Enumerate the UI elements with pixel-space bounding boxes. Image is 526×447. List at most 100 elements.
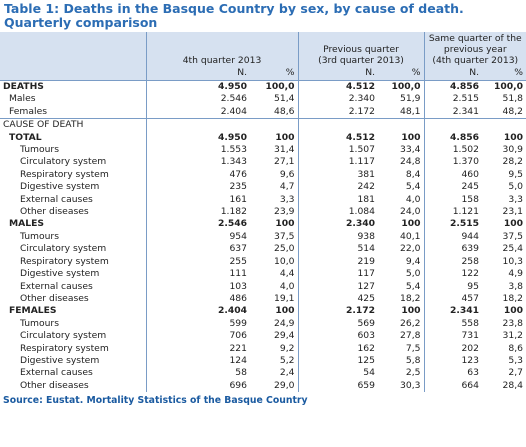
cell: 58 [145, 367, 250, 380]
cell: 100 [401, 305, 421, 317]
cell: 2.404 [145, 105, 250, 119]
row-label: Other diseases [20, 292, 89, 304]
deaths-row: DEATHS 4.950 100,0 4.512 100,0 4.856 100… [0, 80, 526, 94]
cause-row: Circulatory system 706 29,4 603 27,8 731 31,2 [0, 330, 526, 343]
cell: 5,4 [405, 181, 421, 193]
cause-row: External causes 103 4,0 127 5,4 95 3,8 [0, 280, 526, 293]
cell: 100,0 [265, 81, 295, 92]
cell: 125 [297, 354, 378, 368]
cell: 1.502 [423, 144, 482, 157]
cell: 2.515 [423, 93, 482, 106]
cell: 2.546 [145, 218, 250, 231]
cell: 100 [275, 218, 295, 230]
row-label: Circulatory system [20, 243, 107, 255]
cause-row: Respiratory system 255 10,0 219 9,4 258 10,3 [0, 255, 526, 269]
cell: 476 [145, 168, 250, 182]
cell: 603 [297, 330, 378, 343]
header-n: N. [423, 67, 482, 81]
cell: 181 [297, 193, 378, 207]
cause-row: Digestive system 235 4,7 242 5,4 245 5,0 [0, 181, 526, 194]
cell: 100 [503, 131, 524, 143]
table-body: DEATHS 4.950 100,0 4.512 100,0 4.856 100… [0, 80, 526, 393]
header-same-quarter-line3: (4th quarter 2013) [432, 55, 519, 66]
group-total-row: MALES 2.546 100 2.340 100 2.515 100 [0, 218, 526, 231]
cell: 696 [145, 379, 250, 393]
header-pct: % [378, 67, 424, 81]
cell: 48,2 [502, 105, 524, 117]
cell: 2.172 [297, 105, 378, 119]
cell: 1.121 [423, 206, 482, 219]
cell: 158 [423, 193, 482, 207]
cell: 2.172 [297, 305, 378, 318]
cause-heading: CAUSE OF DEATH [0, 118, 146, 132]
cell: 4.512 [297, 80, 378, 94]
group-total-row: FEMALES 2.404 100 2.172 100 2.341 100 [0, 305, 526, 318]
row-label: Males [9, 93, 36, 105]
cell: 2,4 [279, 367, 295, 379]
group-total-row: TOTAL 4.950 100 4.512 100 4.856 100 [0, 131, 526, 145]
cell: 1.084 [297, 206, 378, 219]
cell: 100 [401, 218, 421, 230]
row-label: FEMALES [9, 305, 57, 317]
header-previous-quarter: Previous quarter (3rd quarter 2013) [297, 32, 424, 67]
cell: 26,2 [400, 317, 421, 329]
cell: 19,1 [274, 292, 295, 304]
cell: 51,4 [274, 93, 295, 105]
row-label: Digestive system [20, 354, 100, 366]
row-label: MALES [9, 218, 45, 230]
cell: 22,0 [400, 243, 421, 255]
header-same-quarter-line1: Same quarter of the [428, 33, 522, 44]
cell: 28,2 [502, 156, 524, 168]
cell: 242 [297, 181, 378, 194]
cell: 1.117 [297, 156, 378, 169]
cell: 255 [145, 255, 250, 269]
cell: 30,3 [400, 379, 421, 391]
cell: 2,5 [405, 367, 421, 379]
header-previous-quarter-line1: Previous quarter [323, 44, 399, 55]
cell: 95 [423, 280, 482, 293]
header-pct: % [482, 67, 526, 81]
cell: 938 [297, 230, 378, 244]
header-previous-quarter-line2: (3rd quarter 2013) [318, 55, 404, 66]
cell: 27,1 [274, 156, 295, 168]
header-subrow: N. % N. % N. % [0, 67, 526, 81]
cell: 9,4 [405, 255, 421, 267]
cell: 5,3 [508, 354, 524, 366]
cell: 117 [297, 268, 378, 281]
cell: 425 [297, 292, 378, 306]
cell: 1.343 [145, 156, 250, 169]
cell: 219 [297, 255, 378, 269]
cell: 5,0 [508, 181, 524, 193]
cell: 3,3 [508, 193, 524, 205]
cell: 1.553 [145, 144, 250, 157]
table-title: Table 1: Deaths in the Basque Country by… [4, 1, 464, 30]
cell: 954 [145, 230, 250, 244]
cell: 3,3 [279, 193, 295, 205]
cell: 30,9 [502, 144, 524, 156]
cell: 2.546 [145, 93, 250, 106]
cell: 4,9 [508, 268, 524, 280]
cell: 28,4 [502, 379, 524, 391]
header-current-quarter: 4th quarter 2013 [145, 32, 298, 67]
cell: 100 [275, 131, 295, 143]
row-label: Tumours [20, 144, 59, 156]
cell: 23,1 [502, 206, 524, 218]
cell: 122 [423, 268, 482, 281]
cause-row: Tumours 599 24,9 569 26,2 558 23,8 [0, 317, 526, 331]
cause-row: Circulatory system 1.343 27,1 1.117 24,8 1.37… [0, 156, 526, 169]
row-label: Digestive system [20, 268, 100, 280]
cause-row: Other diseases 696 29,0 659 30,3 664 28,4 [0, 379, 526, 393]
cell: 9,6 [279, 168, 295, 180]
cell: 637 [145, 243, 250, 256]
cause-row: Respiratory system 476 9,6 381 8,4 460 9,5 [0, 168, 526, 182]
cell: 569 [297, 317, 378, 331]
cell: 5,0 [405, 268, 421, 280]
cell: 31,4 [274, 144, 295, 156]
cell: 5,8 [405, 354, 421, 366]
row-label: Tumours [20, 230, 59, 242]
header-pct: % [250, 67, 298, 81]
cell: 100 [275, 305, 295, 317]
cell: 1.507 [297, 144, 378, 157]
cell: 27,8 [400, 330, 421, 342]
row-label: Respiratory system [20, 255, 109, 267]
